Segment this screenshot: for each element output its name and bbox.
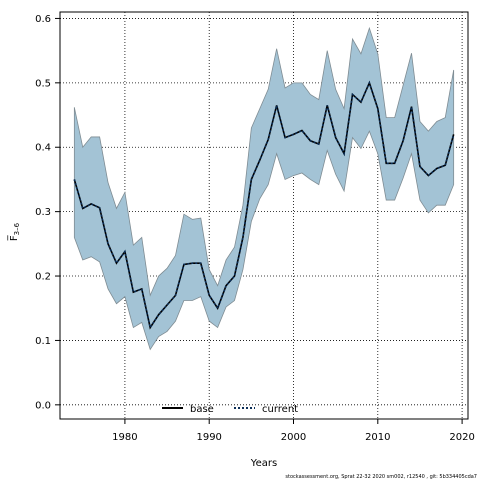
y-tick-label: 0.4 <box>35 143 51 154</box>
legend-label-current: current <box>262 404 298 415</box>
y-tick-label: 0.1 <box>35 336 51 347</box>
y-tick-label: 0.2 <box>35 272 51 283</box>
x-tick-label: 1980 <box>112 432 137 443</box>
legend: base current <box>162 404 298 415</box>
y-axis-title-sub: 3–6 <box>13 222 21 235</box>
svg-text:F̅3–6: F̅3–6 <box>7 222 21 241</box>
y-tick-label: 0.6 <box>35 14 51 25</box>
legend-label-base: base <box>190 404 214 415</box>
plot-frame <box>59 11 469 420</box>
y-tick-label: 0.3 <box>35 207 51 218</box>
y-axis-title: F̅3–6 <box>7 222 21 241</box>
y-tick-label: 0.5 <box>35 78 51 89</box>
x-axis: 1980 1990 2000 2010 2020 <box>112 419 475 443</box>
x-tick-label: 1990 <box>196 432 221 443</box>
y-axis: 0.0 0.1 0.2 0.3 0.4 0.5 0.6 <box>35 14 60 411</box>
x-tick-label: 2000 <box>281 432 306 443</box>
footer-credit: stockassessment.org, Sprat 22-32 2020 sm… <box>285 474 477 480</box>
x-tick-label: 2020 <box>449 432 474 443</box>
y-axis-title-main: F̅ <box>7 234 20 241</box>
series-line-current <box>73 80 455 330</box>
confidence-band <box>73 26 455 351</box>
x-axis-title: Years <box>250 458 277 469</box>
y-tick-label: 0.0 <box>35 400 51 411</box>
x-tick-label: 2010 <box>365 432 390 443</box>
